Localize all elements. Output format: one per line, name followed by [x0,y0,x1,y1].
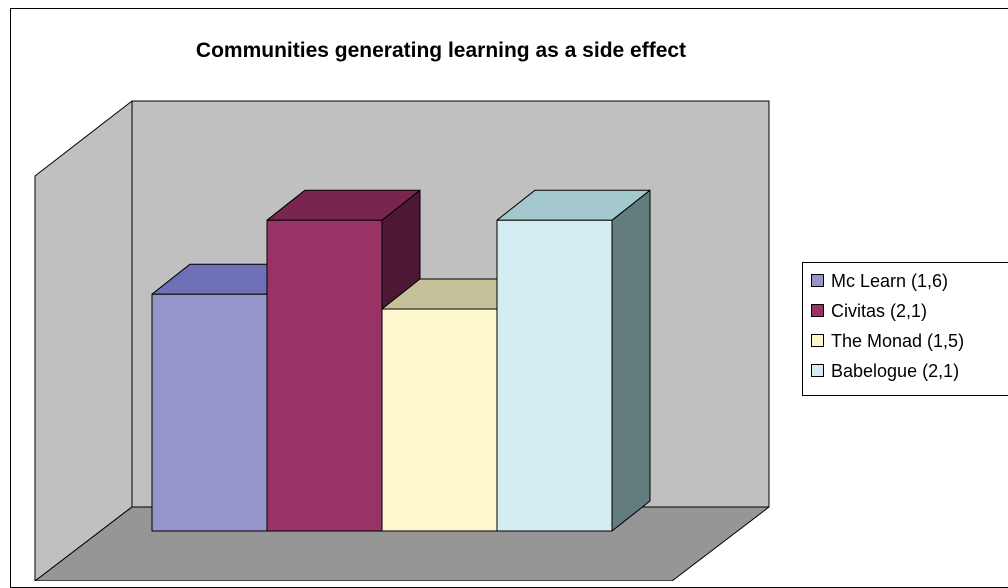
legend-label: Civitas (2,1) [831,301,928,321]
bar-front [381,308,498,532]
chart-bars [151,189,651,532]
chart-plot [34,100,770,581]
legend-swatch [811,303,824,317]
legend-label: Mc Learn (1,6) [831,271,949,291]
legend-swatch [811,363,824,377]
bar [496,189,651,532]
legend-item: Civitas (2,1) [811,299,927,323]
legend-label: The Monad (1,5) [831,331,965,351]
side-wall [34,100,133,581]
bar-front [266,219,383,532]
legend-swatch [811,333,824,347]
chart-area: Communities generating learning as a sid… [10,8,1008,588]
legend-swatch [811,273,824,287]
chart-legend: Mc Learn (1,6) Civitas (2,1) The Monad (… [802,262,1008,396]
legend-item: The Monad (1,5) [811,329,964,353]
bar-front [151,293,268,532]
chart-title: Communities generating learning as a sid… [195,39,687,62]
bar-front [496,219,613,532]
legend-label: Babelogue (2,1) [831,361,960,381]
legend-item: Mc Learn (1,6) [811,269,948,293]
legend-item: Babelogue (2,1) [811,359,959,383]
bar-side [611,189,651,532]
